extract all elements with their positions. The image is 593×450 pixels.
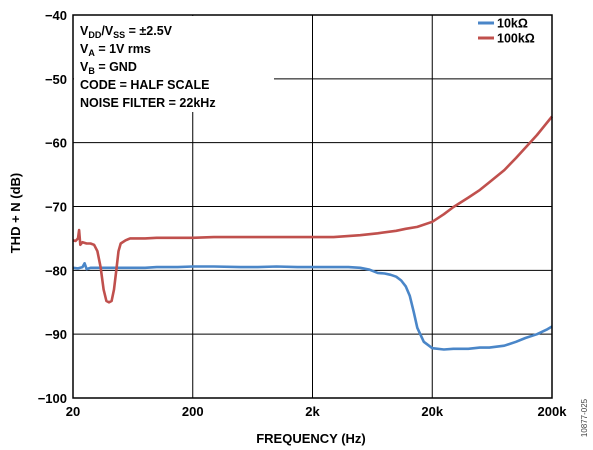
condition-filter: NOISE FILTER = 22kHz xyxy=(80,96,216,110)
series-10k-line xyxy=(72,261,553,351)
y-tick-label: −50 xyxy=(45,72,67,87)
x-tick-label: 20 xyxy=(66,404,80,419)
y-tick-label: −90 xyxy=(45,327,67,342)
legend-label-100k: 100kΩ xyxy=(497,32,535,46)
series-100k-line xyxy=(72,115,554,304)
tick-labels: −100 −90 −80 −70 −60 −50 −40 20 200 2k 20k 200k xyxy=(38,8,568,419)
x-tick-label: 200k xyxy=(538,404,568,419)
y-tick-label: −40 xyxy=(45,8,67,23)
condition-vb: VB = GND xyxy=(80,60,137,76)
plot-frame xyxy=(72,14,553,399)
condition-va: VA = 1V rms xyxy=(80,42,151,58)
condition-supply: VDD/VSS = ±2.5V xyxy=(80,24,173,40)
x-tick-label: 200 xyxy=(182,404,204,419)
figure-code: 10877-025 xyxy=(580,398,589,437)
x-tick-label: 2k xyxy=(305,404,320,419)
x-axis-title: FREQUENCY (Hz) xyxy=(256,431,366,446)
y-axis-title: THD + N (dB) xyxy=(8,173,23,254)
y-tick-label: −60 xyxy=(45,136,67,151)
y-tick-label: −70 xyxy=(45,200,67,215)
condition-code: CODE = HALF SCALE xyxy=(80,78,210,92)
series-lines xyxy=(72,115,554,351)
x-tick-label: 20k xyxy=(421,404,443,419)
conditions-box xyxy=(74,16,274,112)
legend-label-10k: 10kΩ xyxy=(497,17,528,31)
y-tick-label: −100 xyxy=(38,391,67,406)
y-tick-label: −80 xyxy=(45,263,67,278)
